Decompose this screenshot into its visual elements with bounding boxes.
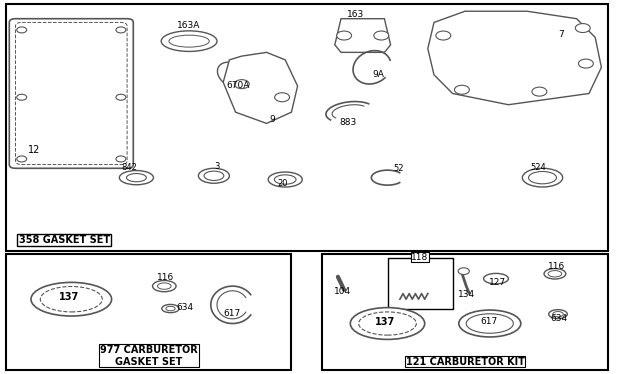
Polygon shape [223, 52, 298, 123]
Text: 524: 524 [530, 163, 546, 172]
Text: 116: 116 [547, 261, 565, 270]
Ellipse shape [459, 310, 521, 337]
Circle shape [374, 31, 389, 40]
Text: 9A: 9A [372, 70, 384, 79]
Text: 634: 634 [177, 303, 194, 312]
Ellipse shape [544, 269, 565, 279]
Circle shape [578, 59, 593, 68]
Text: 617: 617 [480, 316, 498, 325]
Ellipse shape [162, 304, 179, 313]
Circle shape [275, 93, 290, 102]
Ellipse shape [157, 283, 171, 289]
Ellipse shape [161, 31, 217, 52]
Circle shape [458, 268, 469, 275]
Bar [388, 258, 453, 309]
Circle shape [234, 80, 249, 89]
Ellipse shape [528, 171, 557, 184]
Ellipse shape [553, 312, 563, 317]
Polygon shape [428, 11, 601, 105]
Text: 9: 9 [270, 114, 275, 123]
Ellipse shape [31, 282, 112, 316]
Text: 12: 12 [28, 145, 40, 155]
Text: 134: 134 [458, 289, 475, 298]
Text: 617: 617 [224, 309, 241, 318]
Ellipse shape [358, 312, 417, 335]
Circle shape [116, 94, 126, 100]
FancyBboxPatch shape [16, 22, 127, 165]
Circle shape [17, 156, 27, 162]
Ellipse shape [166, 306, 175, 311]
Text: 634: 634 [551, 313, 568, 322]
Text: 883: 883 [340, 118, 357, 127]
Circle shape [575, 24, 590, 33]
Ellipse shape [548, 271, 562, 277]
Text: 116: 116 [157, 273, 174, 282]
Text: 127: 127 [489, 278, 506, 287]
Text: 3: 3 [214, 162, 219, 171]
Text: 137: 137 [59, 292, 79, 302]
Circle shape [532, 87, 547, 96]
Circle shape [17, 94, 27, 100]
Ellipse shape [169, 35, 210, 47]
Text: 137: 137 [375, 317, 396, 327]
Ellipse shape [350, 307, 425, 340]
Ellipse shape [522, 168, 563, 187]
Text: 7: 7 [558, 30, 564, 39]
Bar [6, 4, 608, 251]
Circle shape [337, 31, 352, 40]
Text: 20: 20 [277, 178, 288, 187]
Text: 104: 104 [334, 286, 351, 295]
Circle shape [116, 27, 126, 33]
Circle shape [17, 27, 27, 33]
Circle shape [454, 85, 469, 94]
Ellipse shape [153, 280, 176, 292]
Text: 977 CARBURETOR
GASKET SET: 977 CARBURETOR GASKET SET [100, 345, 198, 367]
Ellipse shape [40, 286, 102, 312]
Text: 52: 52 [394, 164, 404, 173]
Text: 163A: 163A [177, 21, 200, 30]
Ellipse shape [549, 310, 567, 319]
Ellipse shape [466, 314, 513, 333]
Ellipse shape [119, 171, 154, 185]
Text: 670A: 670A [226, 81, 250, 90]
FancyBboxPatch shape [9, 19, 133, 168]
Text: 118: 118 [411, 253, 428, 262]
Bar [322, 254, 608, 370]
Circle shape [116, 156, 126, 162]
Bar [6, 254, 291, 370]
Ellipse shape [198, 168, 229, 183]
Polygon shape [335, 19, 391, 52]
Text: 163: 163 [347, 10, 365, 19]
Text: 842: 842 [121, 163, 137, 172]
Ellipse shape [204, 171, 224, 181]
Ellipse shape [126, 174, 146, 182]
Text: 358 GASKET SET: 358 GASKET SET [19, 235, 110, 245]
Ellipse shape [484, 273, 508, 284]
Text: 121 CARBURETOR KIT: 121 CARBURETOR KIT [405, 356, 525, 367]
Circle shape [436, 31, 451, 40]
